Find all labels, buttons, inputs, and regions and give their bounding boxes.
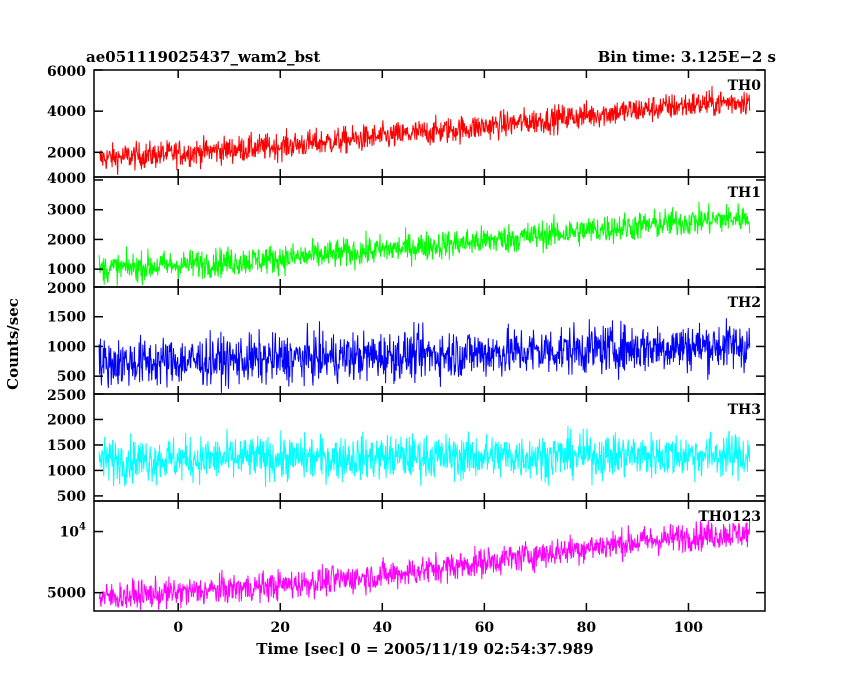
y-tick-label: 1500 [47, 310, 86, 326]
y-tick-label: 6000 [47, 64, 86, 80]
panel-label: TH1 [728, 185, 761, 201]
panel-label: TH2 [728, 295, 761, 311]
y-tick-label: 3000 [47, 203, 86, 219]
panel-th0: 2000 4000 6000 TH0 [47, 64, 766, 178]
y-axis-label: Counts/sec [4, 298, 22, 390]
panel-frame [93, 500, 766, 612]
series-th3 [98, 425, 751, 488]
y-tick-label: 104 [60, 522, 86, 541]
x-tick-label: 0 [173, 620, 183, 636]
y-tick-label: 1000 [47, 339, 86, 355]
y-tick-label: 2000 [47, 232, 86, 248]
y-tick-label: 1000 [47, 463, 86, 479]
y-tick-label: 1000 [47, 262, 86, 278]
y-tick-label: 4000 [47, 171, 86, 187]
series-th0123 [98, 519, 751, 610]
bin-time-label: Bin time: 3.125E−2 s [598, 48, 776, 66]
y-tick-label: 500 [57, 369, 86, 385]
y-tick-label: 2500 [47, 388, 86, 404]
y-tick-label: 4000 [47, 104, 86, 120]
x-tick-label: 40 [373, 620, 393, 636]
panels-group: 200040006000TH01000200030004000TH1500100… [47, 64, 766, 636]
y-tick-label: 2000 [47, 281, 86, 297]
x-axis-label: Time [sec] 0 = 2005/11/19 02:54:37.989 [256, 640, 593, 658]
x-tick-label: 100 [674, 620, 703, 636]
panel-th3: 500 1000 1500 2000 2500 TH3 [47, 388, 766, 505]
y-tick-label: 2000 [47, 412, 86, 428]
panel-frame [93, 69, 766, 178]
panel-label: TH3 [728, 402, 761, 418]
x-tick-label: 20 [271, 620, 291, 636]
series-th2 [98, 318, 751, 393]
panel-frame [93, 393, 766, 502]
panel-frame [93, 286, 766, 395]
series-th0 [98, 85, 751, 175]
x-tick-label: 80 [577, 620, 597, 636]
panel-label: TH0123 [698, 509, 761, 525]
x-tick-label: 60 [475, 620, 495, 636]
panel-th2: 500 1000 1500 2000 TH2 [47, 281, 766, 395]
panel-th0123: 5000 104 TH0123 [47, 500, 766, 612]
y-tick-label: 500 [57, 489, 86, 505]
panel-label: TH0 [728, 78, 762, 94]
panel-th1: 1000 2000 3000 4000 TH1 [47, 171, 766, 288]
y-tick-label: 2000 [47, 145, 86, 161]
panel-frame [93, 176, 766, 288]
chart-title: ae051119025437_wam2_bst [86, 48, 320, 66]
y-tick-label: 1500 [47, 438, 86, 454]
y-tick-label: 5000 [47, 586, 86, 602]
series-th1 [98, 201, 751, 286]
